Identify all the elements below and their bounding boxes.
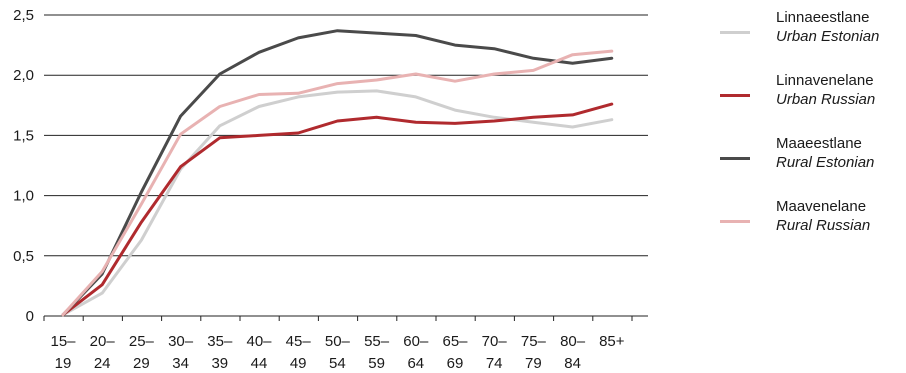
x-tick-label: 24 (94, 355, 111, 372)
legend-label: Maaeestlane Rural Estonian (776, 134, 874, 172)
series-line-rural-estonian (61, 29, 614, 317)
legend-swatch (720, 220, 750, 223)
x-tick-label: 70– (482, 333, 508, 350)
y-tick-label: 1,0 (13, 188, 34, 205)
legend-label-et: Maavenelane (776, 198, 867, 215)
x-tick-label: 20– (90, 333, 116, 350)
x-tick-label: 79 (525, 355, 542, 372)
x-tick-label: 30– (168, 333, 194, 350)
series-line-urban-estonian (61, 89, 614, 317)
x-tick-label: 50– (325, 333, 351, 350)
x-tick-label: 60– (403, 333, 429, 350)
legend-label: Linnavenelane Urban Russian (776, 71, 875, 109)
x-tick-label: 25– (129, 333, 155, 350)
legend-swatch (720, 31, 750, 34)
x-tick-label: 65– (442, 333, 468, 350)
legend-label-en: Rural Russian (776, 217, 871, 234)
y-tick-label: 0,5 (13, 248, 34, 265)
x-tick-label: 35– (207, 333, 233, 350)
x-tick-label: 49 (290, 355, 307, 372)
x-tick-label: 85+ (599, 333, 625, 350)
x-tick-label: 39 (211, 355, 228, 372)
x-tick-label: 44 (251, 355, 268, 372)
legend-label: Linnaeestlane Urban Estonian (776, 8, 879, 46)
y-tick-label: 2,5 (13, 7, 34, 24)
x-tick-label: 34 (172, 355, 189, 372)
x-tick-label: 54 (329, 355, 346, 372)
x-tick-label: 59 (368, 355, 385, 372)
x-tick-label: 15– (50, 333, 76, 350)
legend-label-en: Urban Estonian (776, 28, 880, 45)
x-tick-label: 45– (286, 333, 312, 350)
legend-item-rural-estonian: Maaeestlane Rural Estonian (720, 134, 906, 197)
y-tick-label: 1,5 (13, 127, 34, 144)
legend-label-et: Linnavenelane (776, 72, 874, 89)
series-line-rural-russian (61, 49, 614, 317)
chart-series (61, 29, 614, 317)
legend-label: Maavenelane Rural Russian (776, 197, 870, 235)
legend-label-et: Maaeestlane (776, 135, 862, 152)
x-tick-label: 29 (133, 355, 150, 372)
legend-label-et: Linnaeestlane (776, 9, 870, 26)
legend-swatch (720, 157, 750, 160)
legend-swatch (720, 94, 750, 97)
x-tick-label: 84 (564, 355, 581, 372)
x-tick-label: 75– (521, 333, 547, 350)
legend-item-urban-estonian: Linnaeestlane Urban Estonian (720, 8, 906, 71)
series-line-urban-russian (61, 102, 614, 317)
legend-item-rural-russian: Maavenelane Rural Russian (720, 197, 906, 260)
legend-label-en: Urban Russian (776, 91, 876, 108)
legend-label-en: Rural Estonian (776, 154, 875, 171)
legend-item-urban-russian: Linnavenelane Urban Russian (720, 71, 906, 134)
y-tick-label: 2,0 (13, 67, 34, 84)
x-tick-label: 69 (447, 355, 464, 372)
x-tick-label: 64 (407, 355, 424, 372)
y-tick-label: 0 (26, 308, 34, 325)
x-tick-label: 40– (246, 333, 272, 350)
x-tick-label: 80– (560, 333, 586, 350)
x-tick-label: 55– (364, 333, 390, 350)
x-axis-ticks: 15– 19 20– 24 25– 29 30– 34 35– 39 40– 44 45– 49 50– 54… (43, 316, 633, 372)
x-tick-label: 19 (55, 355, 72, 372)
y-axis-ticks: 0 0,5 1,0 1,5 2,0 2,5 (13, 7, 34, 325)
x-tick-label: 74 (486, 355, 503, 372)
legend: Linnaeestlane Urban Estonian Linnavenela… (720, 8, 906, 260)
